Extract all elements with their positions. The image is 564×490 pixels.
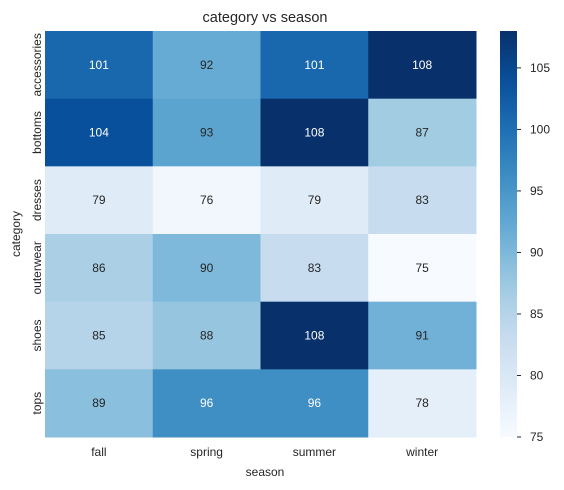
cell-value-label: 91 — [415, 329, 429, 343]
cell-value-label: 108 — [412, 58, 432, 72]
heatmap-cells: 101 92 101 108 104 93 108 87 79 76 79 83 86 90 83 75 85 8… — [45, 31, 477, 438]
colorbar-tick-label: 90 — [530, 245, 544, 259]
y-tick-labels: accessories bottoms dresses outerwear shoes t… — [30, 33, 44, 414]
cell-value-label: 93 — [200, 126, 214, 140]
x-tick-label: summer — [293, 445, 336, 459]
colorbar-tick-label: 80 — [530, 368, 544, 382]
heatmap-cell — [152, 98, 261, 167]
cell-value-label: 75 — [415, 261, 429, 275]
heatmap-cell — [368, 301, 477, 370]
heatmap-cell — [368, 166, 477, 235]
cell-value-label: 90 — [200, 261, 214, 275]
cell-value-label: 89 — [92, 396, 106, 410]
heatmap-cell — [45, 301, 154, 370]
heatmap-cell — [260, 234, 369, 303]
heatmap-cell — [260, 98, 369, 167]
cell-value-label: 83 — [415, 193, 429, 207]
cell-value-label: 78 — [415, 396, 429, 410]
heatmap-cell — [152, 234, 261, 303]
x-tick-label: spring — [190, 445, 223, 459]
cell-value-label: 83 — [308, 261, 322, 275]
cell-value-label: 79 — [308, 193, 322, 207]
x-tick-label: winter — [405, 445, 438, 459]
heatmap-cell — [45, 234, 154, 303]
heatmap-cell — [368, 234, 477, 303]
heatmap-cell — [368, 31, 477, 100]
x-tick-labels: fall spring summer winter — [91, 445, 438, 459]
cell-value-label: 76 — [200, 193, 214, 207]
y-tick-label: accessories — [30, 33, 44, 96]
heatmap-cell — [260, 166, 369, 235]
colorbar-tick-label: 75 — [530, 430, 544, 444]
heatmap-cell — [260, 301, 369, 370]
heatmap-cell — [152, 369, 261, 438]
heatmap-cell — [45, 31, 154, 100]
cell-value-label: 108 — [304, 329, 324, 343]
chart-title: category vs season — [203, 10, 328, 26]
x-axis-label: season — [246, 465, 285, 479]
cell-value-label: 108 — [304, 126, 324, 140]
heatmap-cell — [368, 98, 477, 167]
y-tick-label: tops — [30, 392, 44, 415]
cell-value-label: 88 — [200, 329, 214, 343]
y-tick-label: outerwear — [30, 241, 44, 294]
cell-value-label: 101 — [89, 58, 109, 72]
cell-value-label: 79 — [92, 193, 106, 207]
heatmap-cell — [45, 369, 154, 438]
cell-value-label: 101 — [304, 58, 324, 72]
heatmap-cell — [368, 369, 477, 438]
cell-value-label: 87 — [415, 126, 429, 140]
colorbar-tick-label: 95 — [530, 184, 544, 198]
heatmap-cell — [260, 31, 369, 100]
cell-value-label: 92 — [200, 58, 214, 72]
cell-value-label: 86 — [92, 261, 106, 275]
x-tick-label: fall — [91, 445, 106, 459]
colorbar-tick-label: 100 — [530, 122, 550, 136]
y-tick-label: shoes — [30, 319, 44, 351]
heatmap-cell — [152, 31, 261, 100]
colorbar-ticks: 75 80 85 90 95 100 105 — [517, 61, 550, 444]
cell-value-label: 104 — [89, 126, 109, 140]
heatmap-cell — [45, 98, 154, 167]
cell-value-label: 85 — [92, 329, 106, 343]
colorbar-tick-label: 85 — [530, 307, 544, 321]
cell-value-label: 96 — [200, 396, 214, 410]
heatmap-cell — [260, 369, 369, 438]
y-axis-label: category — [9, 211, 23, 257]
heatmap-cell — [45, 166, 154, 235]
y-tick-label: dresses — [30, 179, 44, 221]
y-tick-label: bottoms — [30, 111, 44, 154]
colorbar-tick-label: 105 — [530, 61, 550, 75]
heatmap-cell — [152, 166, 261, 235]
cell-value-label: 96 — [308, 396, 322, 410]
heatmap-cell — [152, 301, 261, 370]
colorbar — [500, 31, 517, 437]
